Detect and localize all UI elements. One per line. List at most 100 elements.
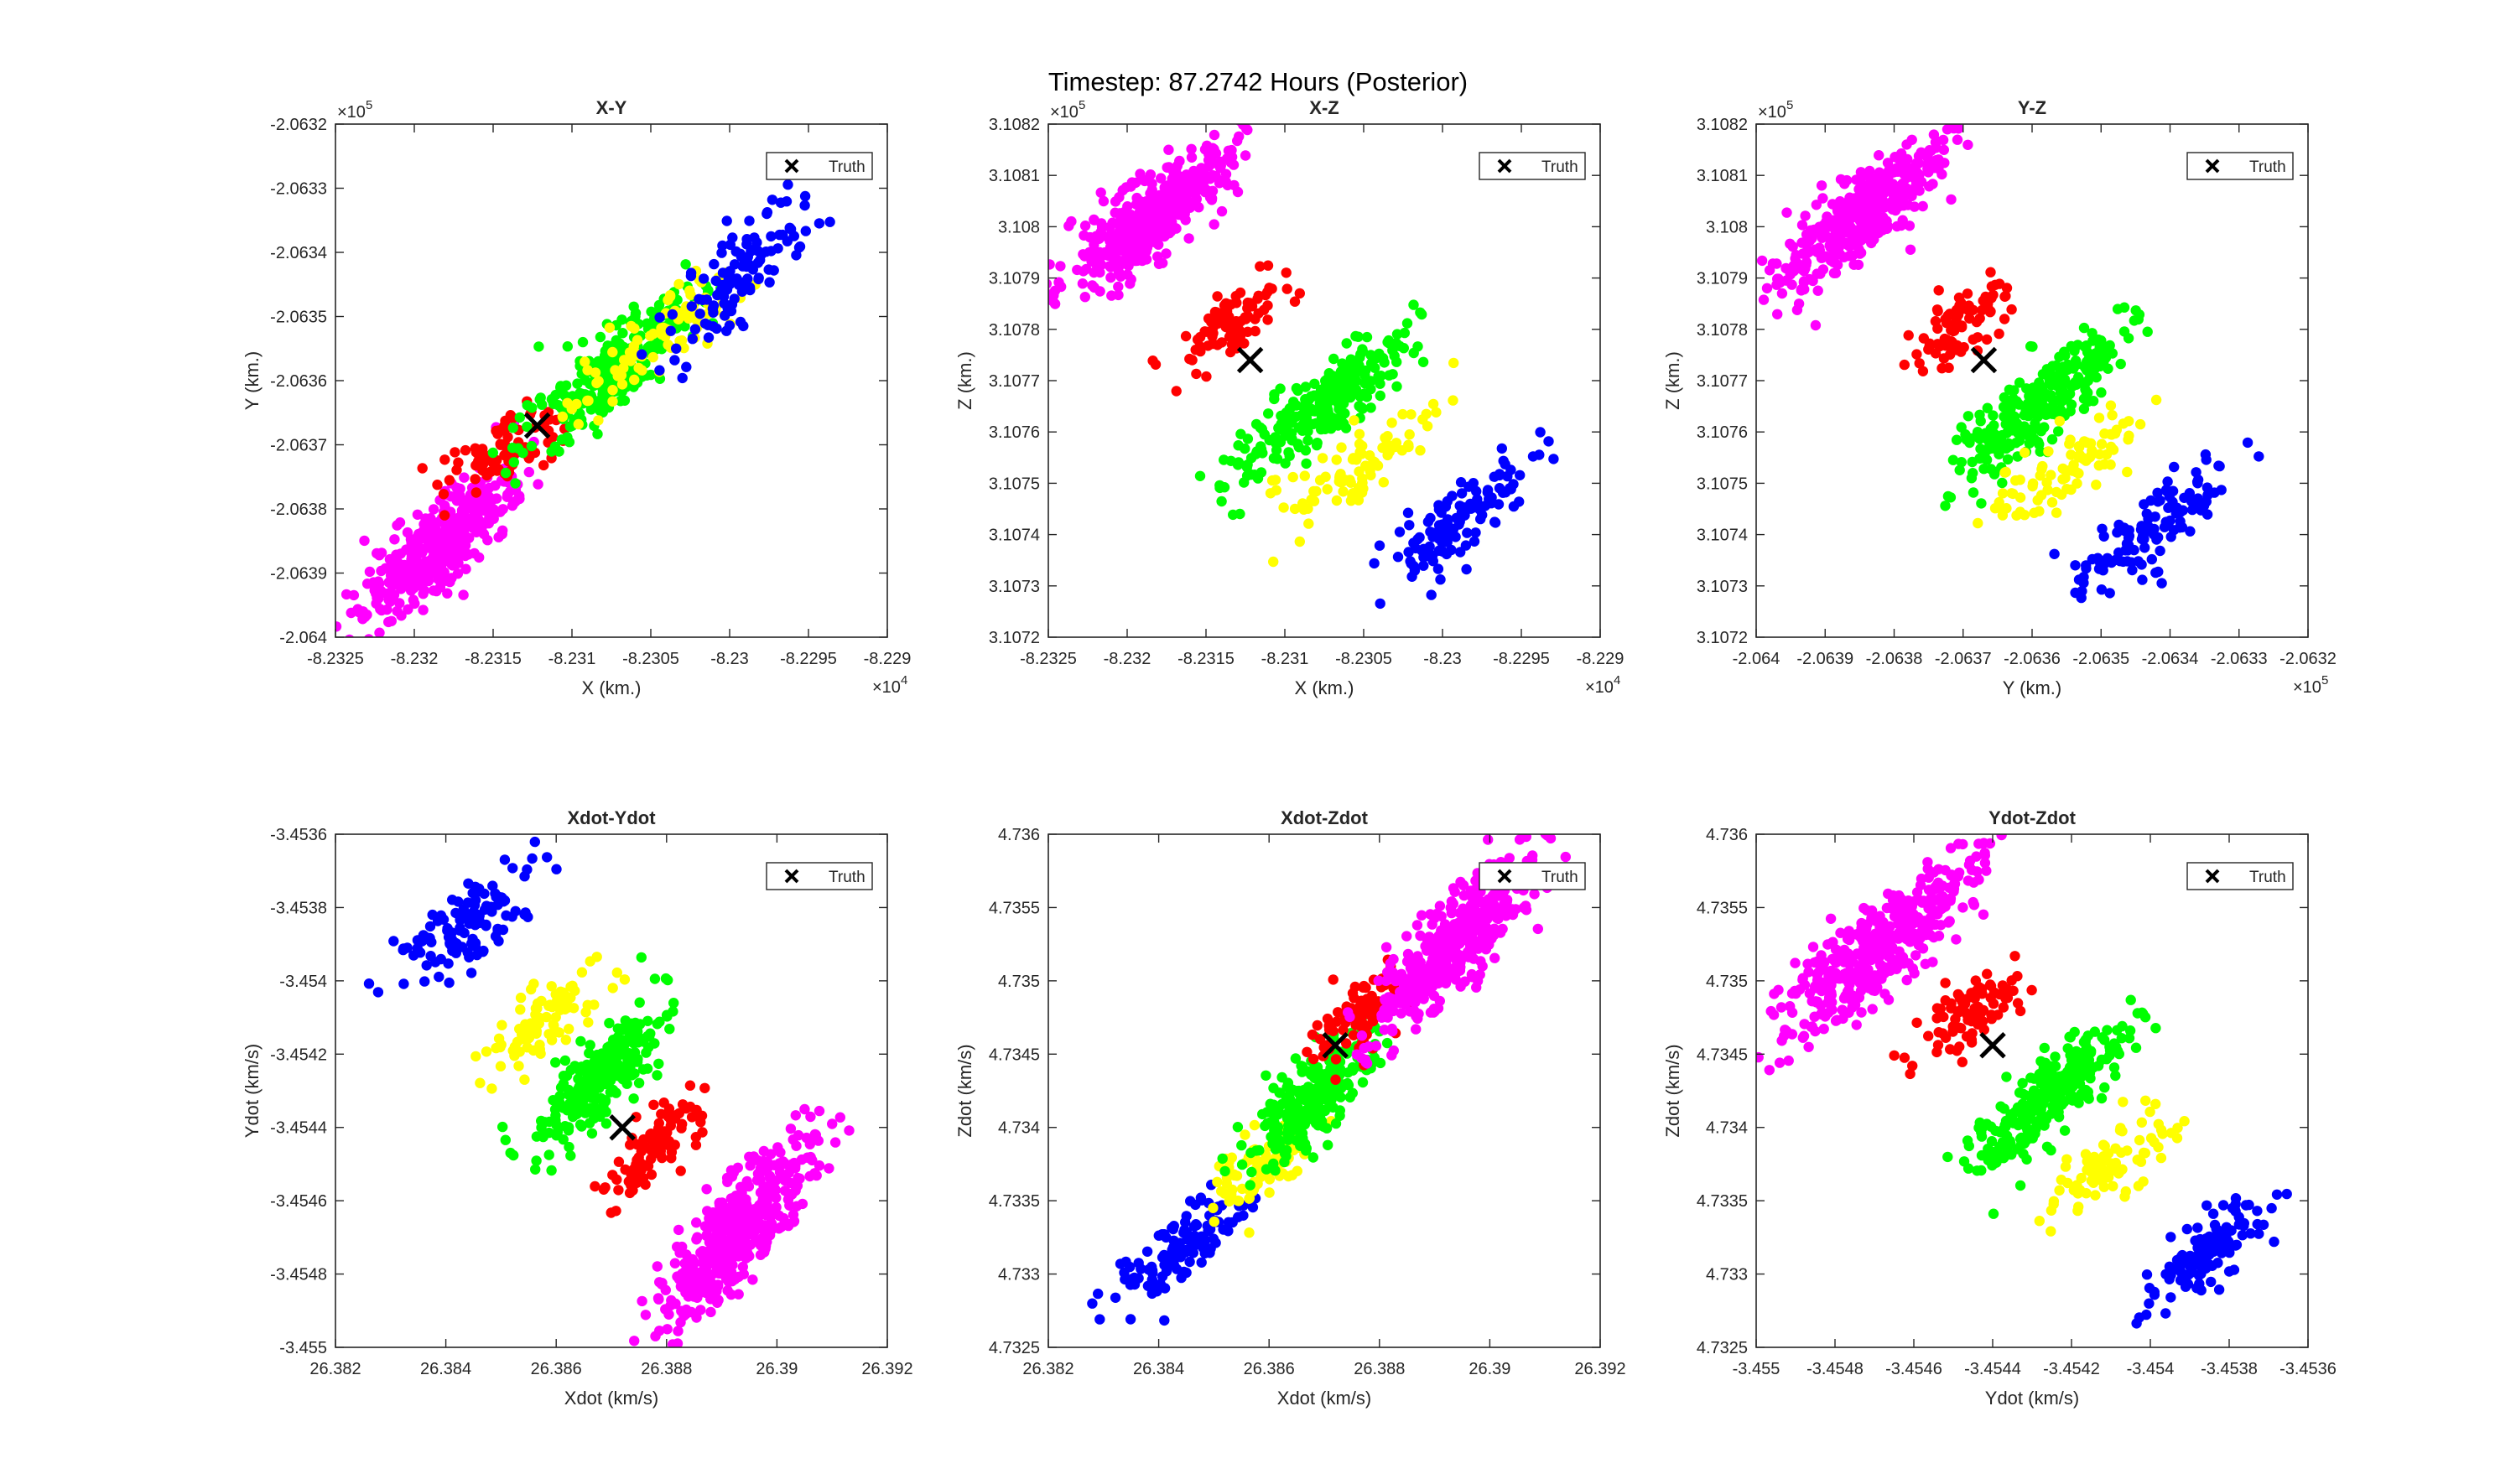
data-point-yellow <box>2066 449 2077 460</box>
data-point-green <box>1214 482 1225 494</box>
data-point-yellow <box>2093 460 2104 471</box>
data-point-red <box>1349 981 1361 993</box>
data-point-blue <box>398 978 409 989</box>
data-point-green <box>1377 353 1389 364</box>
data-point-pink <box>420 556 431 567</box>
data-point-blue <box>742 273 753 284</box>
data-point-pink <box>386 574 397 585</box>
data-point-yellow <box>1283 1170 1294 1182</box>
data-point-yellow <box>2041 477 2052 488</box>
data-point-yellow <box>2027 480 2038 492</box>
data-point-blue <box>529 836 540 848</box>
data-point-pink <box>412 509 424 520</box>
x-tick-label: -2.0639 <box>1796 650 1853 668</box>
data-point-green <box>600 1118 612 1129</box>
data-point-green <box>584 1118 595 1129</box>
scatter-points <box>1756 124 2264 604</box>
data-point-green <box>1347 1065 1359 1076</box>
data-point-pink <box>507 500 518 511</box>
data-point-blue <box>421 960 432 971</box>
data-point-pink <box>1883 170 1894 182</box>
data-point-blue <box>2070 560 2081 571</box>
x-tick-label: 26.386 <box>531 1360 582 1378</box>
data-point-blue <box>755 255 766 266</box>
x-axis-label: X (km.) <box>1295 677 1354 698</box>
data-point-pink <box>720 1274 732 1284</box>
data-point-green <box>1999 392 2009 403</box>
data-point-green <box>1292 1097 1302 1109</box>
data-point-yellow <box>525 1018 537 1029</box>
data-point-pink <box>1838 237 1849 248</box>
data-point-pink <box>1842 221 1853 231</box>
data-point-red <box>505 410 516 421</box>
data-point-pink <box>1914 169 1925 180</box>
data-point-pink <box>1156 173 1167 184</box>
data-point-green <box>1347 1087 1359 1098</box>
data-point-blue <box>2191 476 2203 487</box>
data-point-pink <box>1105 241 1116 253</box>
data-point-green <box>546 1165 557 1176</box>
data-point-pink <box>497 525 508 536</box>
data-point-green <box>599 350 611 361</box>
subplot-x-z: -8.2325 -8.232 -8.2315 -8.231 -8.2305 -8.23 -8… <box>954 97 1624 698</box>
data-point-pink <box>1848 259 1859 270</box>
y-tick-label: 3.1081 <box>989 167 1040 185</box>
data-point-pink <box>380 563 391 573</box>
data-point-yellow <box>2051 507 2062 518</box>
data-point-green <box>2070 355 2082 366</box>
data-point-green <box>649 973 661 984</box>
axes-box <box>335 833 888 1348</box>
data-point-green <box>2039 389 2051 401</box>
data-point-blue <box>1404 520 1415 531</box>
data-point-green <box>1381 1037 1393 1049</box>
data-point-yellow <box>548 1019 559 1030</box>
x-tick-label: -8.2325 <box>1020 650 1077 668</box>
data-point-green <box>1269 1125 1280 1136</box>
data-point-green <box>1242 433 1254 444</box>
y-axis-label: Ydot (km/s) <box>242 1044 263 1138</box>
data-point-blue <box>419 976 430 987</box>
data-point-blue <box>1489 517 1501 528</box>
data-point-yellow <box>676 335 688 346</box>
data-point-red <box>695 1117 706 1128</box>
data-point-pink <box>1936 169 1947 180</box>
data-point-pink <box>451 549 462 560</box>
data-point-pink <box>733 1289 744 1300</box>
data-point-blue <box>1402 507 1414 518</box>
data-point-pink <box>747 1274 758 1285</box>
data-point-blue <box>1182 1234 1193 1245</box>
data-point-blue <box>726 299 738 310</box>
data-point-pink <box>1900 163 1911 175</box>
data-point-blue <box>1433 504 1445 515</box>
data-point-green <box>2129 315 2139 326</box>
data-point-blue <box>669 355 680 366</box>
legend-truth-icon <box>1497 158 1512 174</box>
data-point-blue <box>429 957 441 968</box>
data-point-red <box>1968 304 1978 315</box>
data-point-pink <box>720 1235 731 1247</box>
data-point-red <box>1914 358 1925 369</box>
data-point-red <box>1212 291 1223 302</box>
data-point-blue <box>2149 523 2160 535</box>
data-point-blue <box>2098 531 2109 542</box>
data-point-yellow <box>1299 470 1311 481</box>
data-point-green <box>1271 444 1282 456</box>
y-tick-label: 3.1077 <box>989 372 1040 391</box>
data-point-blue <box>1181 1211 1192 1222</box>
data-point-red <box>1903 329 1914 341</box>
data-point-pink <box>1214 178 1225 189</box>
data-point-pink <box>476 522 487 533</box>
data-point-yellow <box>534 1040 545 1051</box>
data-point-yellow <box>481 1046 492 1057</box>
data-point-green <box>584 1047 595 1059</box>
data-point-blue <box>1454 501 1465 511</box>
data-point-green <box>604 1018 615 1029</box>
data-point-blue <box>799 200 810 211</box>
data-point-pink <box>1928 163 1940 174</box>
data-point-red <box>499 420 510 431</box>
x-tick-label: -8.23 <box>710 650 749 668</box>
data-point-yellow <box>1386 418 1397 428</box>
data-point-blue <box>1093 1288 1104 1300</box>
data-point-pink <box>1132 224 1143 235</box>
data-point-red <box>663 1103 675 1114</box>
